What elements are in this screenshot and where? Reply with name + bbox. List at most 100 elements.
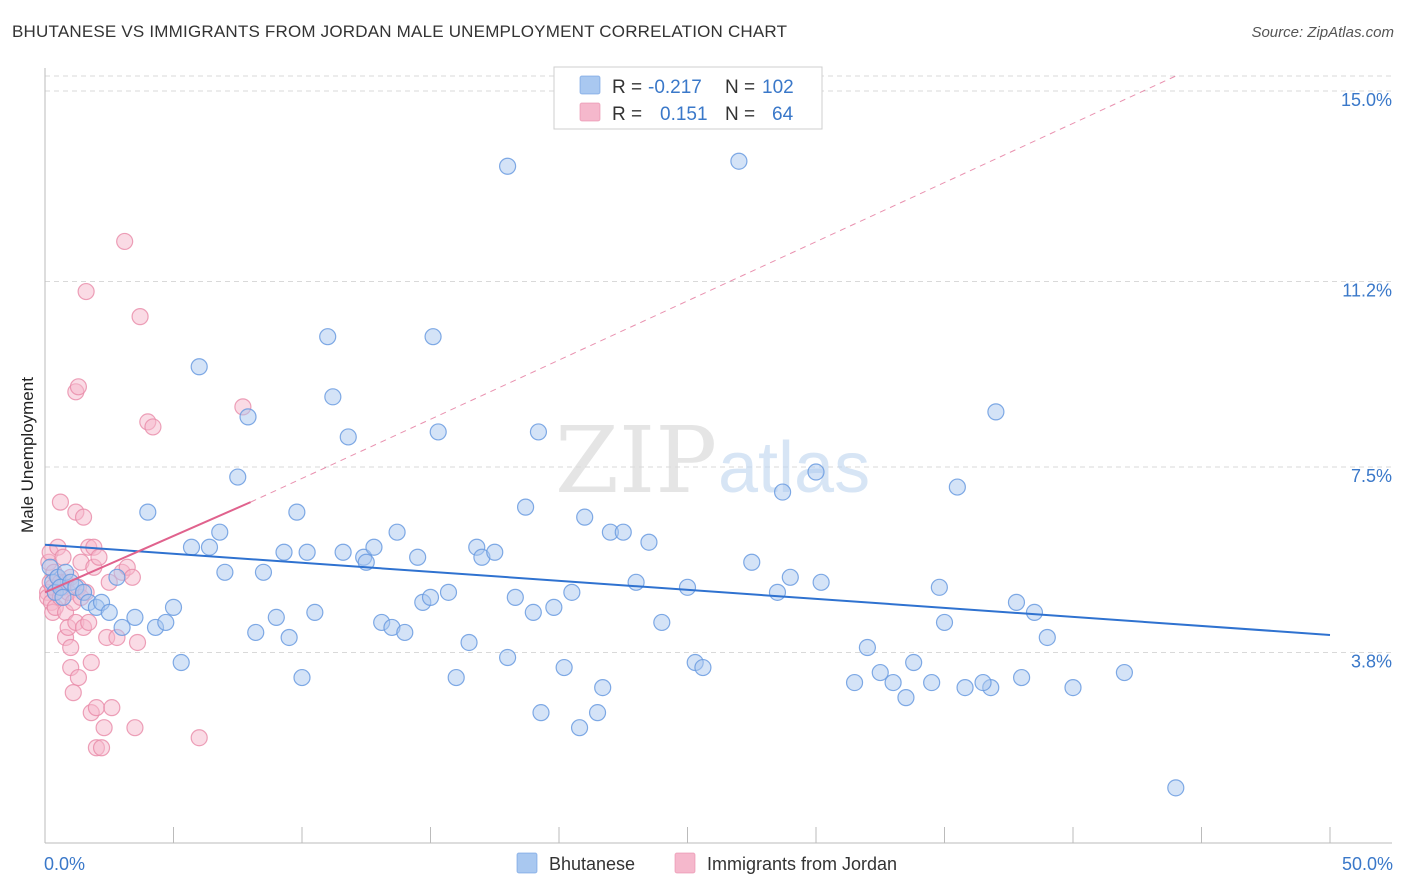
- bhutanese-point: [339, 428, 357, 446]
- jordan-point: [92, 739, 111, 757]
- series-swatch-bhutanese: [516, 852, 538, 874]
- bhutanese-point: [139, 503, 157, 521]
- series-legend: Bhutanese Immigrants from Jordan: [516, 852, 897, 874]
- bhutanese-point: [396, 623, 414, 642]
- bhutanese-point: [460, 633, 478, 652]
- bhutanese-point: [974, 673, 992, 692]
- jordan-point: [74, 508, 93, 526]
- bhutanese-point: [499, 157, 517, 175]
- bhutanese-point: [267, 608, 285, 627]
- bhutanese-point: [845, 673, 864, 692]
- jordan-point: [90, 548, 108, 566]
- bhutanese-point: [100, 603, 118, 621]
- bhutanese-point: [1007, 593, 1026, 611]
- axes: [44, 68, 1392, 844]
- bhutanese-point: [935, 613, 954, 632]
- bhutanese-point: [172, 653, 190, 672]
- bhutanese-point: [1025, 603, 1044, 621]
- bhutanese-point: [1064, 678, 1082, 697]
- bhutanese-point: [486, 543, 504, 561]
- series-swatch-jordan: [674, 852, 696, 874]
- bhutanese-point: [627, 573, 645, 591]
- x-tick-label-max: 50.0%: [1342, 854, 1393, 874]
- y-tick-label: 15.0%: [1341, 90, 1392, 110]
- bhutanese-point: [108, 568, 126, 586]
- bhutanese-point: [324, 388, 342, 406]
- correlation-legend: R = -0.217 N = 102 R = 0.151 N = 64: [553, 66, 823, 130]
- bhutanese-points: [41, 152, 1185, 797]
- bhutanese-point: [871, 663, 889, 682]
- bhutanese-point: [905, 653, 923, 672]
- bhutanese-point: [229, 468, 247, 486]
- bhutanese-point: [439, 583, 458, 601]
- bhutanese-point: [216, 563, 234, 581]
- trend-lines: [44, 75, 1331, 636]
- bhutanese-point: [781, 568, 799, 586]
- legend-swatch-bhutanese: [579, 75, 601, 95]
- y-tick-label: 7.5%: [1351, 466, 1392, 486]
- jordan-point: [87, 699, 106, 717]
- bhutanese-point: [1115, 663, 1134, 682]
- bhutanese-point: [424, 328, 442, 346]
- jordan-point: [69, 668, 88, 687]
- legend-n-label-2: N =: [725, 104, 755, 125]
- bhutanese-point: [113, 618, 131, 637]
- bhutanese-point: [54, 588, 72, 606]
- bhutanese-point: [409, 548, 427, 566]
- bhutanese-point: [429, 423, 447, 441]
- legend-r-label-1: R =: [612, 77, 642, 98]
- bhutanese-point: [529, 423, 548, 441]
- jordan-point: [82, 653, 100, 672]
- bhutanese-point: [1038, 628, 1056, 647]
- bhutanese-point: [653, 613, 671, 632]
- bhutanese-point: [516, 498, 535, 516]
- jordan-point: [69, 378, 88, 396]
- bhutanese-point: [280, 628, 298, 647]
- bhutanese-point: [247, 623, 265, 642]
- bhutanese-point: [768, 583, 787, 601]
- series-label-bhutanese: Bhutanese: [549, 854, 635, 874]
- bhutanese-point: [594, 678, 612, 697]
- bhutanese-point: [365, 538, 383, 556]
- jordan-trend-line: [44, 501, 252, 594]
- watermark-atlas: atlas: [718, 428, 870, 508]
- bhutanese-point: [923, 673, 941, 692]
- legend-r-value-2: 0.151: [660, 104, 708, 125]
- x-tick-label-min: 0.0%: [44, 854, 85, 874]
- bhutanese-point: [948, 478, 966, 496]
- bhutanese-point: [298, 543, 316, 561]
- bhutanese-point: [288, 503, 306, 521]
- jordan-point: [62, 638, 80, 657]
- jordan-point: [80, 613, 98, 632]
- bhutanese-point: [563, 583, 581, 601]
- bhutanese-point: [211, 523, 229, 541]
- jordan-point: [144, 418, 162, 436]
- chart-title: BHUTANESE VS IMMIGRANTS FROM JORDAN MALE…: [12, 22, 788, 41]
- bhutanese-point: [254, 563, 273, 581]
- bhutanese-point: [499, 648, 517, 667]
- bhutanese-point: [200, 538, 219, 556]
- bhutanese-point: [1012, 668, 1031, 687]
- jordan-point: [190, 729, 208, 747]
- bhutanese-point: [388, 523, 406, 541]
- legend-r-label-2: R =: [612, 104, 642, 125]
- jordan-point: [95, 719, 113, 737]
- source-label: Source: ZipAtlas.com: [1251, 24, 1394, 41]
- jordan-point: [126, 719, 144, 737]
- legend-swatch-jordan: [579, 102, 601, 122]
- legend-n-value-2: 64: [772, 104, 794, 125]
- bhutanese-point: [164, 598, 183, 616]
- legend-n-value-1: 102: [762, 77, 794, 98]
- jordan-point: [77, 282, 95, 301]
- bhutanese-point: [182, 538, 201, 556]
- bhutanese-point: [858, 638, 877, 657]
- bhutanese-point: [190, 358, 208, 376]
- bhutanese-point: [614, 523, 632, 541]
- bhutanese-point: [275, 543, 293, 561]
- bhutanese-point: [334, 543, 352, 561]
- legend-n-label-1: N =: [725, 77, 755, 98]
- bhutanese-point: [545, 598, 563, 616]
- bhutanese-point: [678, 578, 697, 596]
- bhutanese-point: [126, 608, 144, 627]
